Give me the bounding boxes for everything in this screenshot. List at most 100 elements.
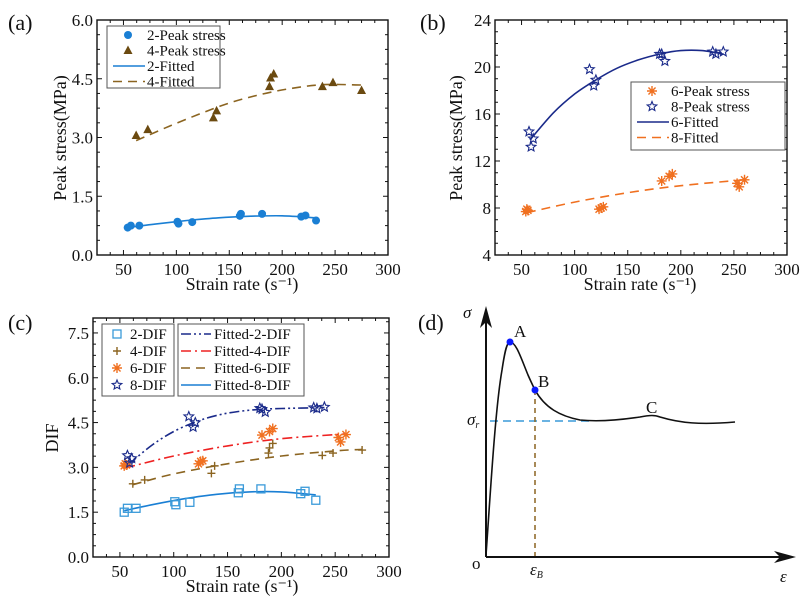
x-tick-label-c: 50 [111, 562, 128, 581]
data-point-4-peak stress [212, 105, 222, 115]
panel-b: (b) Strain rate (s⁻¹) Peak stress(MPa) [420, 10, 696, 295]
x-axis-title-a: Strain rate (s⁻¹) [186, 274, 299, 295]
panel-label-d: (d) [418, 310, 444, 335]
series-line-6-fitted [529, 49, 724, 141]
data-point-6-dif [340, 429, 351, 440]
legend-label-8-peak stress: 8-Peak stress [671, 100, 750, 116]
data-point-8-dif [125, 451, 138, 464]
legend-marker-4-peak stress [123, 45, 133, 54]
chart-a: 50 100 150 200 250 300 0.0 1.5 3.0 4.5 6.0 2-Peak s… [72, 11, 401, 279]
data-point-8-peak stress [717, 45, 730, 57]
data-point-2-peak stress [236, 209, 245, 218]
legend-box-points-c [101, 323, 175, 397]
data-point-4-dif [265, 443, 274, 452]
legend-label-6-dif: 6-DIF [130, 361, 167, 377]
x-tick-label-c: 300 [376, 562, 402, 581]
y-tick-label-b: 16 [474, 105, 491, 124]
data-point-4-peak stress [269, 69, 279, 78]
legend-box-b [630, 81, 786, 151]
series-line-8-fitted [526, 179, 745, 214]
sigma-r-symbol: σ [467, 410, 476, 429]
point-a-marker [506, 338, 514, 346]
data-point-8-peak stress [589, 73, 602, 86]
data-point-4-peak stress [208, 112, 218, 122]
x-tick-label-a: 200 [269, 260, 295, 279]
series-line-fitted-2-dif [128, 406, 325, 466]
data-point-8-peak stress [658, 54, 671, 67]
data-point-4-dif [207, 469, 216, 478]
y-tick-label-c: 1.5 [68, 503, 89, 522]
y-axis-title-a: Peak stress(MPa) [50, 75, 71, 200]
x-tick-label-c: 250 [322, 562, 348, 581]
data-point-4-peak stress [328, 77, 338, 87]
data-point-4-peak stress [357, 85, 367, 94]
y-tick-label-a: 6.0 [72, 11, 93, 30]
series-line-4-fitted [135, 83, 362, 142]
data-point-4-dif [318, 451, 327, 460]
chart-c: 50 100 150 200 250 300 0.0 1.5 3.0 4.5 6.0 7.5 2-DIF… [68, 317, 402, 581]
data-point-8-peak stress [655, 47, 668, 60]
data-point-8-dif [189, 416, 202, 428]
data-point-4-dif [210, 461, 219, 470]
x-tick-label-b: 300 [774, 260, 800, 279]
point-b-marker [531, 386, 539, 394]
series-line-fitted-6-dif [132, 448, 363, 486]
x-tick-label-b: 200 [668, 260, 694, 279]
data-point-2-dif [234, 484, 245, 494]
data-point-8-dif [310, 402, 323, 414]
data-point-8-dif [182, 410, 196, 422]
legend-label-2-fitted: 2-Fitted [147, 59, 195, 75]
legend-marker-6-dif [112, 363, 122, 373]
data-point-6-peak stress [739, 174, 750, 185]
data-point-6-dif [197, 455, 208, 466]
data-point-6-dif [256, 430, 267, 441]
epsilon-axis-arrow-icon [774, 551, 796, 563]
data-point-4-dif [140, 475, 149, 484]
data-point-8-peak stress [583, 62, 596, 75]
epsilon-b-label: εB [530, 560, 543, 581]
legend-label-4-fitted: 4-Fitted [147, 75, 195, 91]
y-tick-label-b: 8 [483, 199, 492, 218]
data-point-2-peak stress [174, 219, 183, 228]
x-tick-label-a: 150 [217, 260, 243, 279]
data-point-8-peak stress [524, 140, 538, 153]
panel-label-b: (b) [420, 10, 446, 35]
x-tick-label-b: 50 [513, 260, 530, 279]
legend-marker-8-peak stress [645, 100, 659, 112]
x-tick-label-a: 100 [164, 260, 190, 279]
legend-marker-6-peak stress [647, 86, 657, 96]
data-point-4-dif [268, 439, 277, 448]
legend-box-lines-c [177, 323, 305, 397]
x-tick-label-a: 300 [375, 260, 401, 279]
y-tick-label-c: 0.0 [68, 548, 89, 567]
data-point-4-dif [329, 449, 338, 458]
data-point-6-dif [121, 459, 132, 470]
legend-marker-8-dif [110, 378, 124, 391]
origin-label: o [472, 554, 481, 573]
x-axis-title-c: Strain rate (s⁻¹) [186, 576, 299, 597]
data-point-2-dif [311, 495, 321, 505]
y-tick-label-c: 6.0 [68, 369, 89, 388]
panel-label-a: (a) [8, 10, 32, 35]
epsilon-b-subscript: B [537, 570, 543, 581]
x-axis-title-b: Strain rate (s⁻¹) [584, 274, 697, 295]
point-b-label: B [538, 372, 549, 391]
panel-c: (c) Strain rate (s⁻¹) DIF [8, 310, 298, 597]
y-tick-label-b: 12 [474, 152, 491, 171]
x-tick-label-a: 50 [115, 260, 132, 279]
data-point-6-dif [119, 460, 130, 471]
x-tick-label-c: 100 [161, 562, 187, 581]
y-tick-label-c: 3.0 [68, 458, 89, 477]
y-tick-label-b: 20 [474, 58, 491, 77]
data-point-2-dif [171, 500, 181, 510]
legend-label-fitted-4-dif: Fitted-4-DIF [214, 344, 291, 360]
data-point-2-dif [256, 484, 266, 494]
x-tick-label-a: 250 [322, 260, 348, 279]
panel-a: (a) Strain rate (s⁻¹) Peak stress(MPa) [8, 10, 298, 295]
legend-label-fitted-2-dif: Fitted-2-DIF [214, 327, 291, 343]
legend-label-fitted-8-dif: Fitted-8-DIF [214, 378, 291, 394]
y-tick-label-b: 4 [483, 246, 492, 265]
data-point-2-dif [300, 486, 310, 496]
x-tick-label-b: 100 [562, 260, 588, 279]
series-line-fitted-8-dif [124, 490, 316, 512]
